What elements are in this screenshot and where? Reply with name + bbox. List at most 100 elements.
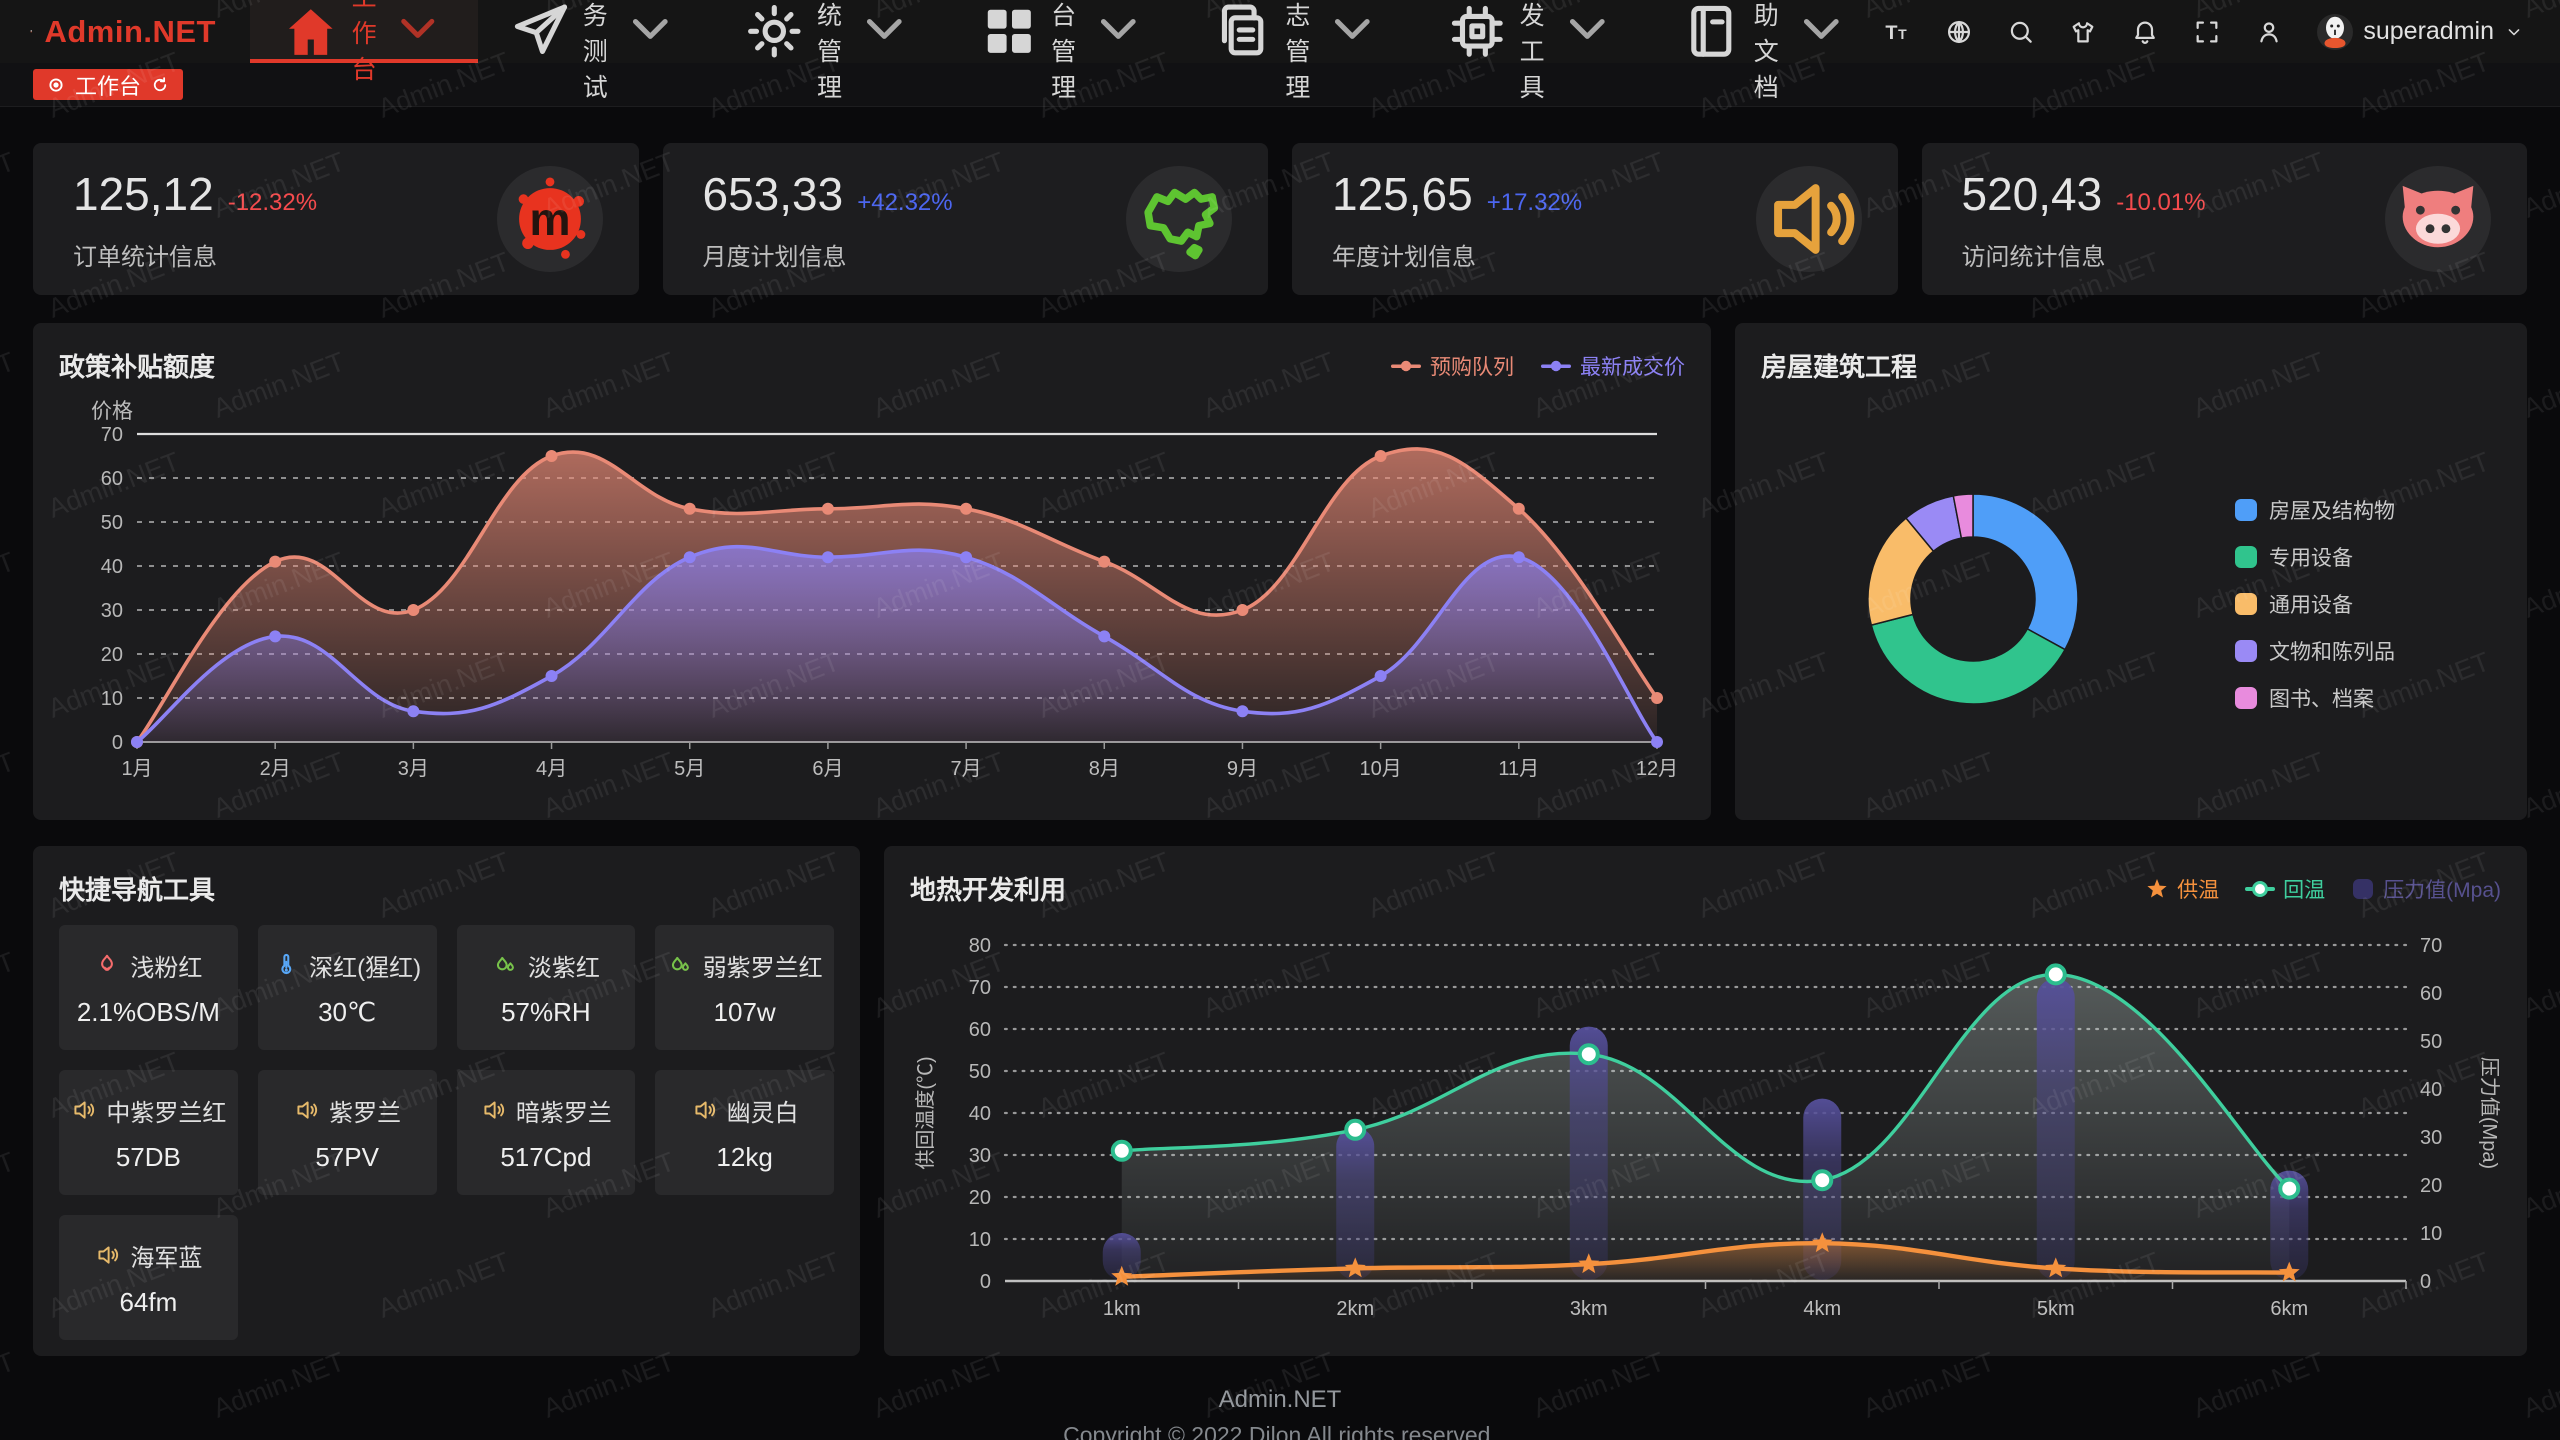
legend-latest-price[interactable]: 最新成交价 xyxy=(1540,351,1685,381)
quick-nav-button-7[interactable]: 暗紫罗兰 517Cpd xyxy=(456,1070,636,1195)
svg-text:9月: 9月 xyxy=(1227,758,1258,780)
menu-item-dev-tools[interactable]: 开发工具 xyxy=(1415,0,1649,102)
footer-app-name: Admin.NET xyxy=(1218,1386,1342,1413)
geo-legend: 供温 回温 压力值(Mpa) xyxy=(2145,874,2501,904)
search-icon[interactable] xyxy=(2007,18,2035,46)
menu-label: 工作台 xyxy=(351,0,377,84)
legend-supply-temp[interactable]: 供温 xyxy=(2145,874,2219,904)
panel-title: 快捷导航工具 xyxy=(59,875,216,905)
svg-text:50: 50 xyxy=(101,512,123,534)
svg-text:10: 10 xyxy=(101,688,123,710)
stat-label: 月度计划信息 xyxy=(702,243,847,271)
home-icon xyxy=(280,1,342,63)
tab-workbench[interactable]: 工作台 xyxy=(33,69,184,100)
panel-title: 地热开发利用 xyxy=(910,875,1067,905)
svg-text:70: 70 xyxy=(101,424,123,446)
app-title: Admin.NET xyxy=(44,13,216,49)
chevron-down-icon xyxy=(852,0,917,67)
svg-text:8月: 8月 xyxy=(1089,758,1120,780)
swatch-icon xyxy=(2235,593,2257,615)
menu-item-help-docs[interactable]: 帮助文档 xyxy=(1649,0,1883,102)
fullscreen-icon[interactable] xyxy=(2193,18,2221,46)
language-icon[interactable] xyxy=(1945,18,1973,46)
chevron-down-icon xyxy=(1789,0,1854,67)
quick-nav-button-8[interactable]: 幽灵白 12kg xyxy=(655,1070,834,1195)
svg-text:3月: 3月 xyxy=(398,758,429,780)
speaker-icon xyxy=(691,1097,717,1123)
svg-text:3km: 3km xyxy=(1570,1298,1608,1320)
stat-card-orders: 125,12 -12.32% 订单统计信息 m xyxy=(33,143,639,295)
svg-text:7月: 7月 xyxy=(951,758,982,780)
legend-structures[interactable]: 房屋及结构物 xyxy=(2235,495,2395,525)
menu-item-logs[interactable]: 日志管理 xyxy=(1181,0,1415,102)
swatch-icon xyxy=(2235,499,2257,521)
quick-nav-value: 64fm xyxy=(119,1286,178,1317)
send-icon xyxy=(508,0,573,64)
quick-nav-value: 57PV xyxy=(315,1141,379,1172)
stat-label: 订单统计信息 xyxy=(73,243,217,271)
profile-icon[interactable] xyxy=(2255,18,2283,46)
line-marker-icon xyxy=(1391,360,1421,371)
quick-nav-button-9[interactable]: 海军蓝 64fm xyxy=(59,1215,238,1340)
menu-item-workbench[interactable]: 工作台 xyxy=(250,0,479,84)
menu-item-business-test[interactable]: 业务测试 xyxy=(478,0,712,102)
svg-text:10: 10 xyxy=(969,1229,991,1251)
paint-splash-m-icon: m xyxy=(496,166,603,272)
svg-text:20: 20 xyxy=(101,644,123,666)
grid-icon xyxy=(977,0,1042,64)
refresh-icon[interactable] xyxy=(151,76,169,94)
svg-text:80: 80 xyxy=(969,935,991,957)
theme-shirt-icon[interactable] xyxy=(2069,18,2097,46)
user-dropdown[interactable]: superadmin xyxy=(2317,13,2524,50)
app-logo[interactable]: Admin.NET xyxy=(0,0,250,63)
geothermal-mixed-chart[interactable]: 0 10 20 30 40 50 60 70 80 0 10 20 30 40 50 60 70 供回温度(℃) 压… xyxy=(910,917,2501,1337)
main-menu: 工作台 业务测试 系统管理 平台管理 日志管理 开发工具 xyxy=(250,0,1883,102)
notification-bell-icon[interactable] xyxy=(2131,18,2159,46)
speaker-icon xyxy=(70,1097,96,1123)
legend-special-equipment[interactable]: 专用设备 xyxy=(2235,542,2395,572)
svg-text:60: 60 xyxy=(101,468,123,490)
legend-return-temp[interactable]: 回温 xyxy=(2245,874,2325,904)
legend-pressure[interactable]: 压力值(Mpa) xyxy=(2351,874,2501,904)
chevron-down-icon xyxy=(1086,0,1151,67)
menu-item-system[interactable]: 系统管理 xyxy=(712,0,946,102)
svg-text:0: 0 xyxy=(112,732,123,754)
housing-donut-chart[interactable] xyxy=(1761,394,2501,803)
stat-label: 年度计划信息 xyxy=(1332,243,1476,271)
svg-text:30: 30 xyxy=(101,600,123,622)
quick-nav-value: 57DB xyxy=(115,1141,181,1172)
legend-preorder-queue[interactable]: 预购队列 xyxy=(1390,351,1514,381)
stat-card-visits: 520,43 -10.01% 访问统计信息 xyxy=(1921,143,2527,295)
bar-marker-icon xyxy=(2353,878,2374,899)
stat-delta: +17.32% xyxy=(1486,188,1583,216)
quick-nav-button-5[interactable]: 中紫罗兰红 57DB xyxy=(59,1070,238,1195)
swatch-icon xyxy=(2235,640,2257,662)
quick-nav-label: 淡紫红 xyxy=(527,954,600,982)
quick-nav-label: 紫罗兰 xyxy=(329,1099,402,1127)
quick-nav-button-6[interactable]: 紫罗兰 57PV xyxy=(257,1070,437,1195)
svg-text:40: 40 xyxy=(101,556,123,578)
legend-books-archives[interactable]: 图书、档案 xyxy=(2235,683,2395,713)
legend-general-equipment[interactable]: 通用设备 xyxy=(2235,589,2395,619)
chevron-down-icon xyxy=(1555,0,1620,67)
quick-nav-value: 107w xyxy=(713,996,776,1027)
stat-card-monthly-plan: 653,33 +42.32% 月度计划信息 xyxy=(662,143,1268,295)
svg-text:4km: 4km xyxy=(1803,1298,1841,1320)
quick-nav-button-2[interactable]: 深红(猩红) 30℃ xyxy=(257,925,437,1050)
line-marker-icon xyxy=(1541,360,1571,371)
housing-panel: 房屋建筑工程 房屋及结构物 专用设备 通用设备 文物和陈列品 图书、档案 xyxy=(1735,323,2527,820)
quick-nav-button-1[interactable]: 浅粉红 2.1%OBS/M xyxy=(59,925,238,1050)
quick-nav-button-4[interactable]: 弱紫罗兰红 107w xyxy=(655,925,834,1050)
legend-relics[interactable]: 文物和陈列品 xyxy=(2235,636,2395,666)
policy-legend: 预购队列 最新成交价 xyxy=(1390,351,1685,381)
tab-label: 工作台 xyxy=(75,73,142,99)
quick-nav-button-3[interactable]: 淡紫红 57%RH xyxy=(456,925,636,1050)
quick-nav-value: 30℃ xyxy=(318,996,377,1027)
panel-title: 房屋建筑工程 xyxy=(1761,352,1918,382)
svg-text:5月: 5月 xyxy=(674,758,705,780)
quick-nav-label: 幽灵白 xyxy=(726,1099,799,1127)
menu-item-platform[interactable]: 平台管理 xyxy=(947,0,1181,102)
svg-text:T: T xyxy=(1899,26,1908,42)
